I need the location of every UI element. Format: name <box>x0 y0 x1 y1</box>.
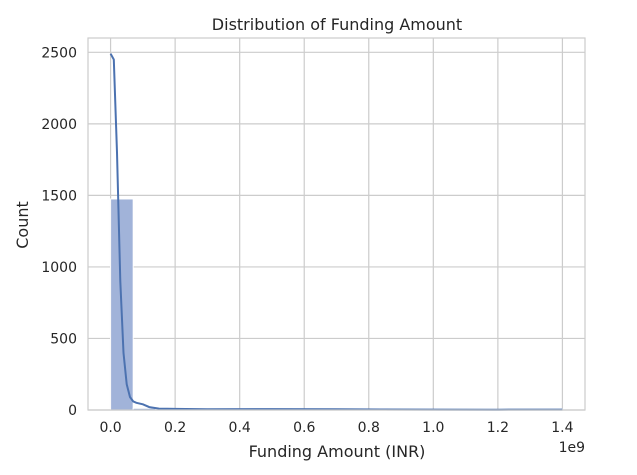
x-tick-label: 0.8 <box>358 420 380 436</box>
x-tick-label: 1.2 <box>487 420 509 436</box>
y-tick-label: 2500 <box>41 45 77 61</box>
y-axis-title: Count <box>13 201 32 249</box>
chart-title: Distribution of Funding Amount <box>212 15 462 34</box>
x-tick-label: 1.0 <box>422 420 444 436</box>
x-tick-label: 0.6 <box>293 420 315 436</box>
x-tick-labels: 0.0 0.2 0.4 0.6 0.8 1.0 1.2 1.4 <box>99 420 573 436</box>
kde-line <box>109 53 563 411</box>
y-tick-label: 500 <box>50 331 77 347</box>
x-tick-label: 0.2 <box>164 420 186 436</box>
grid-layer <box>88 38 585 411</box>
x-tick-label: 0.0 <box>99 420 121 436</box>
x-axis-title: Funding Amount (INR) <box>249 442 426 461</box>
y-tick-label: 1500 <box>41 188 77 204</box>
y-tick-label: 0 <box>68 403 77 419</box>
bars-layer <box>110 198 563 411</box>
y-tick-label: 2000 <box>41 117 77 133</box>
plot-frame <box>87 37 586 411</box>
x-tick-label: 1.4 <box>551 420 573 436</box>
x-axis-offset-label: 1e9 <box>559 440 585 456</box>
y-tick-labels: 0 500 1000 1500 2000 2500 <box>41 45 77 419</box>
y-tick-label: 1000 <box>41 260 77 276</box>
x-tick-label: 0.4 <box>229 420 251 436</box>
